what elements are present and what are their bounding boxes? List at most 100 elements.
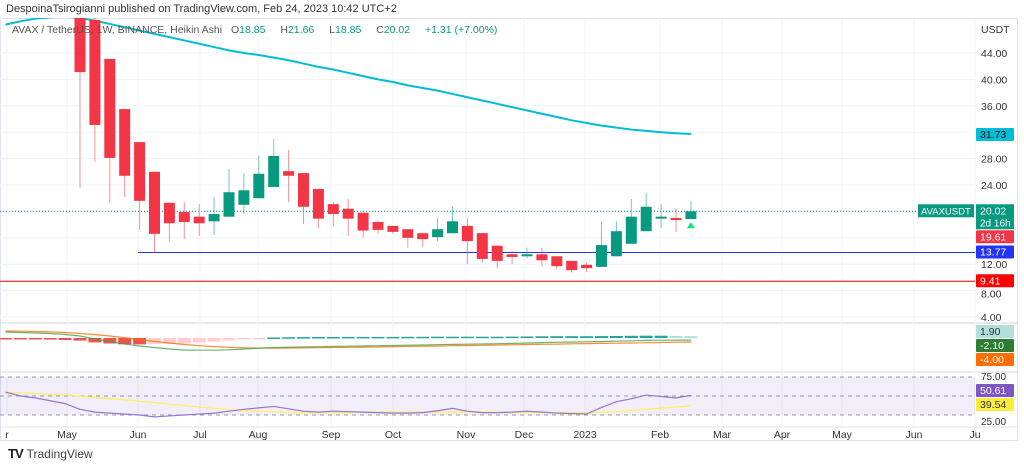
candle-body: [327, 204, 339, 215]
macd-histogram-bar: [0, 338, 12, 340]
candle-body: [342, 208, 354, 219]
candle: [357, 212, 369, 238]
time-axis-label[interactable]: 2023: [573, 429, 597, 441]
macd-histogram-bar: [565, 336, 579, 338]
macd-histogram-bar: [550, 336, 564, 338]
symbol-tag-text: AVAXUSDT: [921, 206, 971, 217]
candle: [223, 169, 235, 217]
level-price-label-bg: [976, 274, 1014, 288]
main-pane: [0, 18, 975, 282]
candle-body: [104, 58, 116, 158]
candle: [551, 256, 563, 269]
time-axis-label[interactable]: Feb: [651, 429, 669, 441]
candle: [372, 220, 384, 234]
candle: [238, 173, 250, 215]
symbol-description[interactable]: AVAX / TetherUS, 1W, BINANCE, Heikin Ash…: [12, 24, 223, 36]
tradingview-logo[interactable]: TV TradingView: [8, 446, 93, 461]
macd-histogram-bar: [207, 338, 221, 342]
macd-histogram-bar: [73, 338, 87, 341]
candle: [104, 58, 116, 203]
candle-body: [193, 216, 205, 224]
ohlc-high-label: H: [280, 24, 288, 36]
macd-histogram-bar: [311, 337, 325, 339]
level-price-label: 9.41: [976, 274, 1014, 288]
candle-body: [461, 225, 473, 242]
macd-histogram-bar: [237, 338, 251, 340]
level-price-label-text: 13.77: [980, 247, 1006, 259]
time-axis-label[interactable]: Ju: [969, 429, 980, 441]
candle: [566, 260, 578, 273]
publisher-line: DespoinaTsirogianni published on Trading…: [6, 3, 397, 15]
candle: [193, 204, 205, 236]
macd-value-label-text: -2.10: [980, 340, 1004, 352]
candle: [208, 196, 220, 236]
macd-histogram-bar: [222, 338, 236, 341]
time-axis-label[interactable]: May: [832, 429, 853, 441]
candle: [149, 171, 160, 253]
time-axis-label[interactable]: Jun: [906, 429, 923, 441]
macd-histogram-bar: [475, 336, 489, 339]
time-axis-label[interactable]: Dec: [515, 429, 534, 441]
candle: [640, 192, 652, 232]
candle: [506, 251, 518, 265]
macd-signal-label: -4.00: [976, 353, 1014, 366]
time-axis-label[interactable]: Apr: [774, 429, 791, 441]
chart-frame: [0, 18, 1018, 441]
candle-body: [178, 212, 190, 222]
candle: [447, 206, 458, 234]
candle: [268, 138, 280, 187]
time-axis-label[interactable]: Mar: [713, 429, 732, 441]
symbol-legend: AVAX / TetherUS, 1W, BINANCE, Heikin Ash…: [12, 24, 503, 36]
candle: [655, 204, 667, 228]
up-arrow-icon: [686, 222, 695, 229]
time-axis-label[interactable]: Aug: [249, 429, 268, 441]
macd-histogram-bar: [386, 336, 400, 339]
rsi-ma-line: [5, 391, 691, 414]
rsi-ma-value-label-bg: [976, 398, 1014, 411]
rsi-pane: [0, 376, 975, 418]
ohlc-open: O18.85: [231, 24, 271, 36]
candle: [298, 173, 309, 224]
macd-histogram-bar: [624, 335, 638, 338]
time-axis-label[interactable]: r: [5, 429, 9, 441]
macd-histogram-label-bg: [976, 325, 1014, 338]
candle-body: [610, 231, 622, 257]
macd-histogram-bar: [401, 336, 415, 339]
rsi-ma-value-label: 39.54: [976, 398, 1014, 411]
candle: [178, 202, 190, 240]
candle: [610, 221, 622, 257]
macd-signal-label-bg: [976, 353, 1014, 366]
macd-histogram-label: 1.90: [976, 325, 1014, 338]
time-axis-label[interactable]: Jul: [193, 429, 206, 441]
candle-body: [74, 18, 86, 73]
rsi-axis-label: 75.00: [981, 372, 1006, 383]
time-axis-label[interactable]: Nov: [457, 429, 476, 441]
candle-body: [149, 171, 160, 234]
macd-histogram-bar: [595, 336, 608, 338]
macd-histogram-bar: [505, 336, 519, 339]
tradingview-logo-text: TradingView: [26, 446, 93, 461]
candle-body: [208, 214, 220, 222]
candle-body: [521, 254, 533, 257]
time-axis-label[interactable]: Oct: [385, 429, 401, 441]
ohlc-low-value: 18.85: [335, 24, 362, 36]
price-axis-label: 40.00: [981, 74, 1007, 86]
ohlc-low-label: L: [329, 24, 336, 36]
macd-line: [5, 331, 691, 351]
time-axis-label[interactable]: Jun: [130, 429, 147, 441]
time-axis-label[interactable]: May: [57, 429, 78, 441]
candle-body: [476, 233, 488, 259]
macd-histogram-bar: [28, 338, 42, 340]
candle: [163, 202, 175, 242]
macd-histogram-bar: [326, 337, 340, 339]
macd-histogram-bar: [267, 337, 281, 339]
candle-body: [491, 245, 503, 261]
macd-histogram-bar: [58, 338, 72, 340]
candle-body: [685, 211, 697, 219]
time-axis-label[interactable]: Sep: [322, 429, 341, 441]
candle: [253, 155, 265, 199]
rsi-ma-value-label-text: 39.54: [980, 399, 1006, 411]
macd-histogram-bar: [520, 336, 534, 338]
candle: [476, 233, 488, 263]
